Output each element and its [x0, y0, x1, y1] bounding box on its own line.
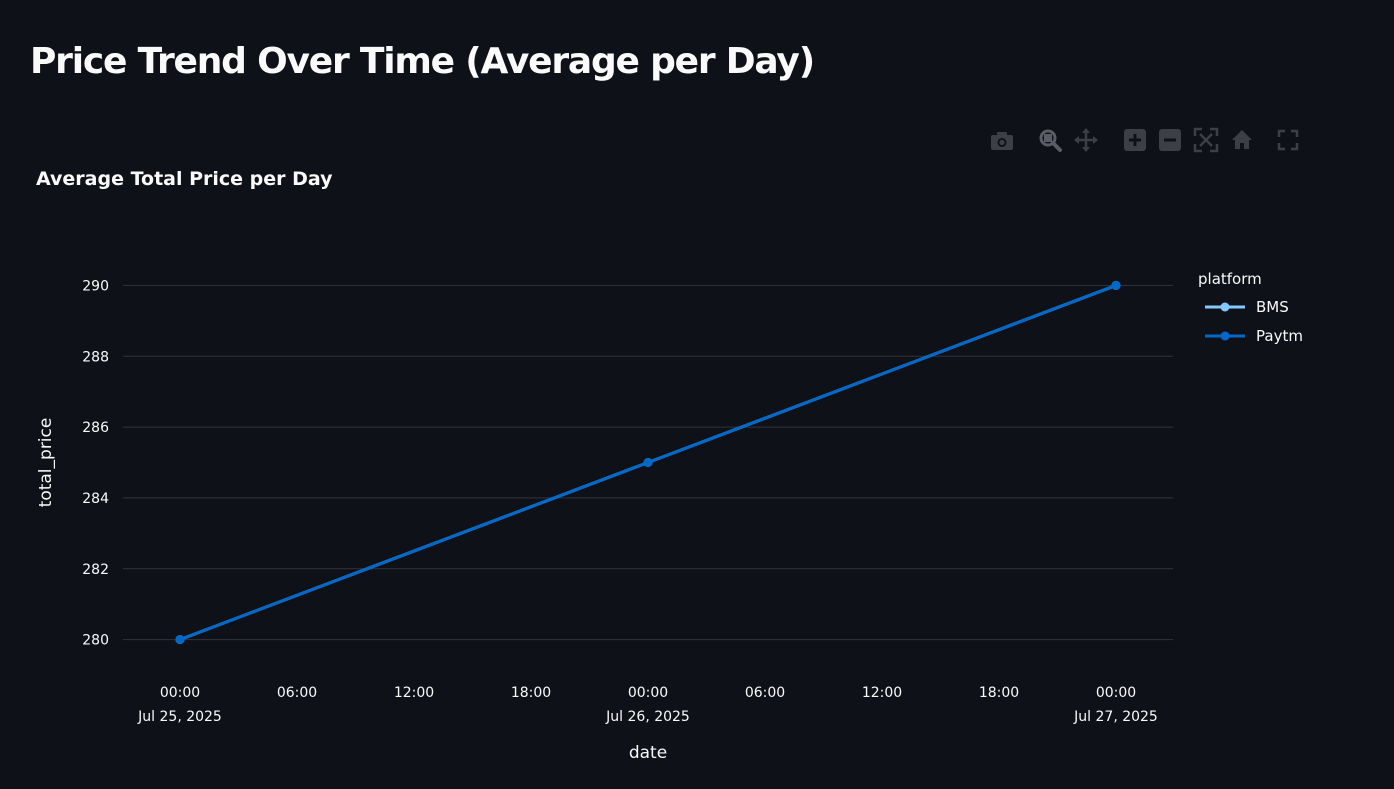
legend-label: BMS: [1256, 298, 1289, 316]
data-point-paytm[interactable]: [1111, 280, 1121, 290]
chart-modebar: [984, 124, 1304, 156]
legend-marker: [1220, 302, 1230, 312]
fullscreen-icon[interactable]: [1277, 129, 1299, 151]
x-tick-date-label: Jul 27, 2025: [1073, 709, 1158, 725]
legend-title: platform: [1198, 270, 1262, 288]
price-trend-chart: Average Total Price per Day 280 282 284 286…: [36, 168, 1303, 763]
legend-label: Paytm: [1256, 327, 1303, 345]
x-tick-label: 12:00: [862, 685, 902, 701]
legend-item-bms[interactable]: BMS: [1205, 298, 1289, 316]
zoom-in-icon[interactable]: [1124, 129, 1146, 151]
x-tick-label: 00:00: [628, 685, 668, 701]
x-tick-label: 06:00: [745, 685, 785, 701]
legend-item-paytm[interactable]: Paytm: [1205, 327, 1303, 345]
data-point-paytm[interactable]: [175, 635, 185, 645]
y-tick-label: 280: [82, 633, 109, 649]
pan-icon[interactable]: [1074, 128, 1098, 152]
y-tick-label: 282: [82, 562, 109, 578]
y-axis-title: total_price: [36, 418, 56, 508]
legend-marker: [1220, 331, 1230, 341]
data-point-paytm[interactable]: [643, 458, 653, 467]
home-icon[interactable]: [1231, 129, 1253, 151]
chart-legend: platform BMS Paytm: [1198, 270, 1303, 345]
x-tick-label: 00:00: [1096, 685, 1136, 701]
x-tick-label: 06:00: [277, 685, 317, 701]
autoscale-icon[interactable]: [1193, 127, 1219, 153]
y-axis-ticks: 280 282 284 286 288 290: [82, 278, 109, 648]
y-tick-label: 284: [82, 491, 109, 507]
x-tick-label: 18:00: [979, 685, 1019, 701]
x-axis-title: date: [629, 743, 667, 763]
x-tick-date-label: Jul 26, 2025: [605, 709, 690, 725]
x-tick-label: 18:00: [511, 685, 551, 701]
y-tick-label: 290: [82, 278, 109, 294]
chart-series: [175, 280, 1121, 645]
x-axis-ticks: 00:00 Jul 25, 2025 06:00 12:00 18:00 00:00 Jul…: [137, 685, 1158, 725]
y-tick-label: 286: [82, 420, 109, 436]
x-tick-label: 12:00: [394, 685, 434, 701]
zoom-out-icon[interactable]: [1159, 129, 1181, 151]
camera-icon[interactable]: [990, 130, 1014, 152]
zoom-icon[interactable]: [1038, 128, 1062, 152]
x-tick-label: 00:00: [160, 685, 200, 701]
chart-title: Average Total Price per Day: [36, 168, 333, 190]
x-tick-date-label: Jul 25, 2025: [137, 709, 222, 725]
page-title: Price Trend Over Time (Average per Day): [30, 41, 815, 82]
y-tick-label: 288: [82, 349, 109, 365]
chart-gridlines: [123, 284, 1173, 641]
